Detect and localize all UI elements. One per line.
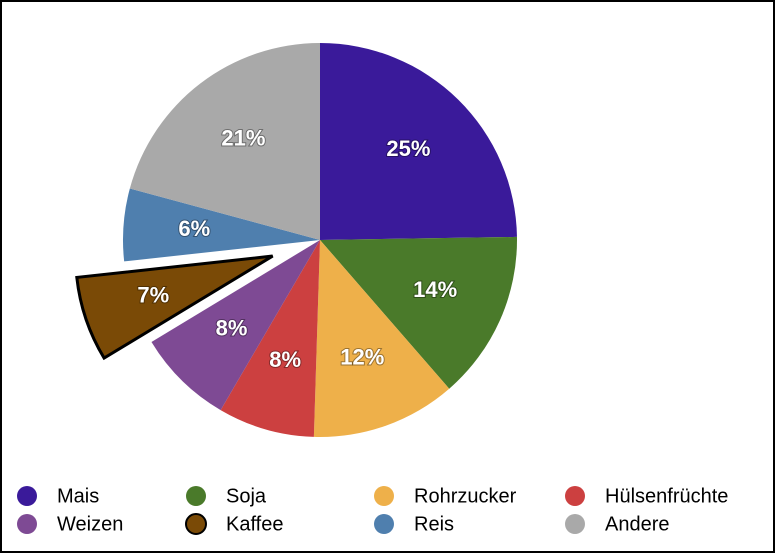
pie-slice [123, 188, 320, 262]
pie-slice [313, 240, 450, 437]
legend-swatch [374, 514, 394, 534]
pie-slice [320, 236, 517, 389]
slice-label: 8% [269, 347, 301, 372]
legend-label: Weizen [57, 513, 123, 535]
pie-slice [320, 43, 517, 240]
legend-swatch [17, 486, 37, 506]
legend-label: Soja [226, 485, 267, 507]
legend-label: Kaffee [226, 513, 283, 535]
slice-label: 14% [413, 277, 457, 302]
slice-label: 7% [137, 282, 169, 307]
slice-label: 21% [221, 126, 265, 151]
pie-slice [220, 240, 320, 437]
slice-label: 8% [216, 316, 248, 341]
legend-label: Andere [605, 513, 670, 535]
legend-swatch [185, 513, 207, 535]
slice-label: 25% [386, 136, 430, 161]
legend-swatch [186, 486, 206, 506]
legend-label: Reis [414, 513, 454, 535]
legend-label: Hülsenfrüchte [605, 485, 728, 507]
legend-swatch [374, 486, 394, 506]
legend-swatch [565, 486, 585, 506]
legend-label: Rohrzucker [414, 485, 517, 507]
legend-swatch [17, 514, 37, 534]
slice-label: 6% [178, 216, 210, 241]
pie-slice [75, 254, 274, 361]
pie-slice [151, 240, 320, 411]
legend-label: Mais [57, 485, 99, 507]
legend-swatch [565, 514, 585, 534]
pie-slice [129, 43, 320, 240]
slice-label: 12% [340, 345, 384, 370]
